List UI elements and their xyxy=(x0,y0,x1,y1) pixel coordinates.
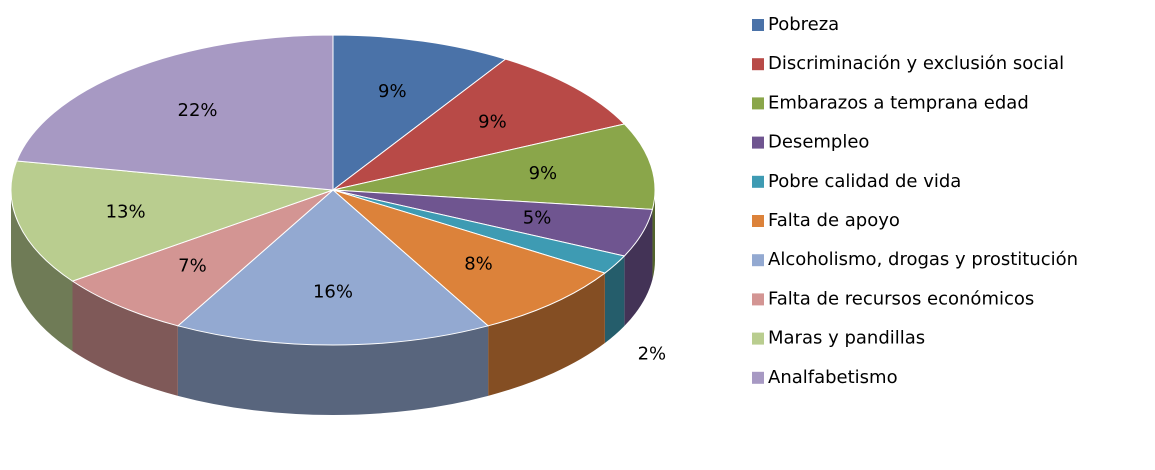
data-label: 9% xyxy=(378,81,407,102)
legend-swatch xyxy=(752,97,764,110)
data-label: 16% xyxy=(313,281,353,302)
slice xyxy=(332,123,656,210)
legend-label: Falta de apoyo xyxy=(768,210,900,231)
slice xyxy=(71,189,334,327)
legend-swatch xyxy=(752,215,764,227)
data-label: 9% xyxy=(478,111,507,132)
legend-swatch xyxy=(752,58,764,71)
slice-side xyxy=(177,325,489,415)
data-label: 8% xyxy=(464,254,493,275)
slice xyxy=(332,34,507,192)
legend: Pobreza Discriminación y exclusión social… xyxy=(752,14,1078,388)
legend-label: Falta de recursos económicos xyxy=(768,288,1034,309)
slice xyxy=(15,34,334,191)
slice xyxy=(332,189,606,327)
data-label: 7% xyxy=(178,256,207,277)
legend-label: Maras y pandillas xyxy=(768,328,925,349)
legend-label: Embarazos a temprana edad xyxy=(768,92,1029,113)
slice-side xyxy=(72,281,178,396)
data-label: 2% xyxy=(638,343,667,364)
pie-tops xyxy=(10,34,656,346)
legend-swatch xyxy=(752,254,764,267)
pie-labels: 9% 9% 9% 5% 2% 8% 16% 7% 13% 22% xyxy=(106,81,667,365)
legend-label: Analfabetismo xyxy=(768,367,898,388)
slice-side xyxy=(488,273,605,396)
legend-swatch xyxy=(752,19,764,31)
legend-label: Pobreza xyxy=(768,14,839,35)
slice-side xyxy=(604,255,625,344)
legend-label: Discriminación y exclusión social xyxy=(768,53,1064,74)
legend-label: Alcoholismo, drogas y prostitución xyxy=(768,249,1078,270)
legend-swatch xyxy=(752,371,764,384)
legend-swatch xyxy=(752,175,764,188)
slice-side xyxy=(624,209,653,326)
slice-side xyxy=(11,190,73,352)
legend-swatch xyxy=(752,136,764,149)
legend-label: Pobre calidad de vida xyxy=(768,171,961,192)
slice xyxy=(10,160,334,282)
slice xyxy=(176,189,490,346)
slice xyxy=(332,58,626,191)
slice-side xyxy=(652,190,655,280)
legend-swatch xyxy=(752,293,764,306)
pie-sides xyxy=(11,190,655,415)
data-label: 22% xyxy=(178,100,218,121)
data-label: 9% xyxy=(529,163,558,184)
data-label: 5% xyxy=(523,208,552,229)
legend-swatch xyxy=(752,332,764,345)
legend-label: Desempleo xyxy=(768,132,869,153)
data-label: 13% xyxy=(106,201,146,222)
